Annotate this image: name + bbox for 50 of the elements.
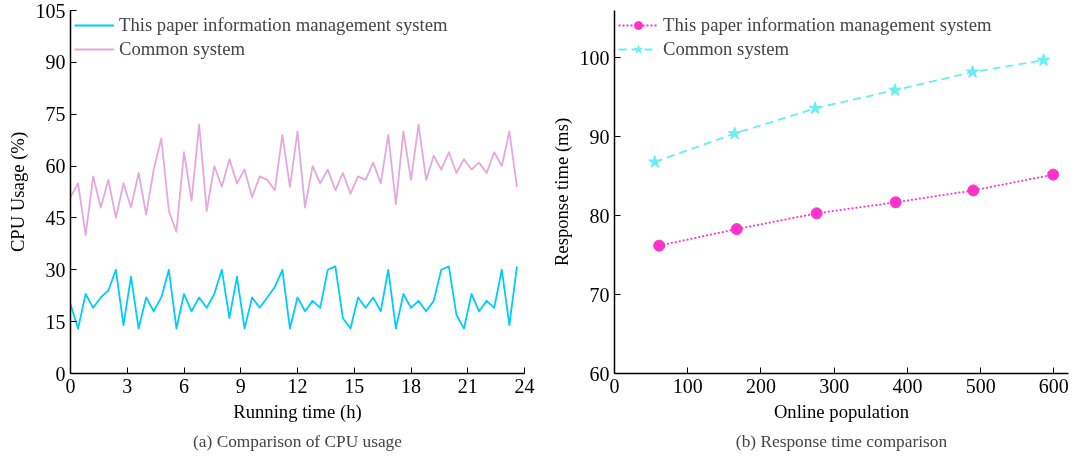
point [727, 126, 742, 140]
point [808, 101, 822, 115]
x-tick-label: 500 [965, 374, 996, 397]
x-tick-label: 9 [235, 374, 246, 397]
legend-label: Common system [663, 38, 789, 60]
y-tick-label: 90 [589, 125, 610, 148]
y-tick-label: 105 [35, 0, 66, 22]
text: (b) Response time comparison [735, 431, 948, 451]
x-tick-label: 15 [344, 374, 365, 397]
point [888, 83, 902, 96]
point [648, 155, 662, 168]
y-tick-label: 60 [589, 362, 610, 385]
x-tick-label: 600 [1038, 374, 1069, 397]
y-tick-label: 100 [579, 46, 610, 69]
x-tick-label: 3 [122, 374, 133, 397]
y-axis-title: Response time (ms) [550, 117, 573, 267]
x-tick-label: 300 [819, 374, 850, 397]
point [730, 223, 743, 236]
x-tick-label: 21 [457, 374, 478, 397]
legend-label: Common system [119, 38, 245, 60]
line-series [70, 123, 518, 237]
y-axis-title: CPU Usage (%) [6, 131, 29, 253]
point [810, 207, 823, 220]
point [889, 196, 902, 209]
point [965, 65, 980, 78]
x-axis-title: Running time (h) [233, 400, 362, 423]
point [653, 239, 666, 252]
legend-label: This paper information management system [663, 14, 992, 36]
x-tick-label: 12 [287, 374, 308, 397]
y-tick-label: 70 [589, 283, 610, 306]
text: (a) Comparison of CPU usage [193, 431, 403, 451]
x-axis-title: Online population [773, 400, 910, 422]
legend-label: This paper information management system [119, 14, 448, 36]
y-tick-label: 30 [45, 258, 66, 281]
x-tick-label: 18 [401, 374, 421, 397]
point [1036, 53, 1051, 66]
y-tick-label: 15 [45, 310, 66, 333]
x-tick-label: 200 [745, 374, 776, 397]
y-tick-label: 45 [45, 206, 66, 229]
x-tick-label: 100 [672, 374, 703, 397]
x-tick-label: 24 [514, 374, 535, 397]
y-tick-label: 80 [589, 204, 610, 227]
point [1047, 168, 1060, 181]
line-series [70, 265, 518, 330]
point [967, 184, 980, 197]
x-tick-label: 6 [179, 374, 189, 397]
y-tick-label: 60 [45, 155, 66, 178]
y-tick-label: 90 [45, 51, 66, 74]
x-tick-label: 400 [892, 374, 923, 397]
y-tick-label: 75 [45, 103, 66, 126]
